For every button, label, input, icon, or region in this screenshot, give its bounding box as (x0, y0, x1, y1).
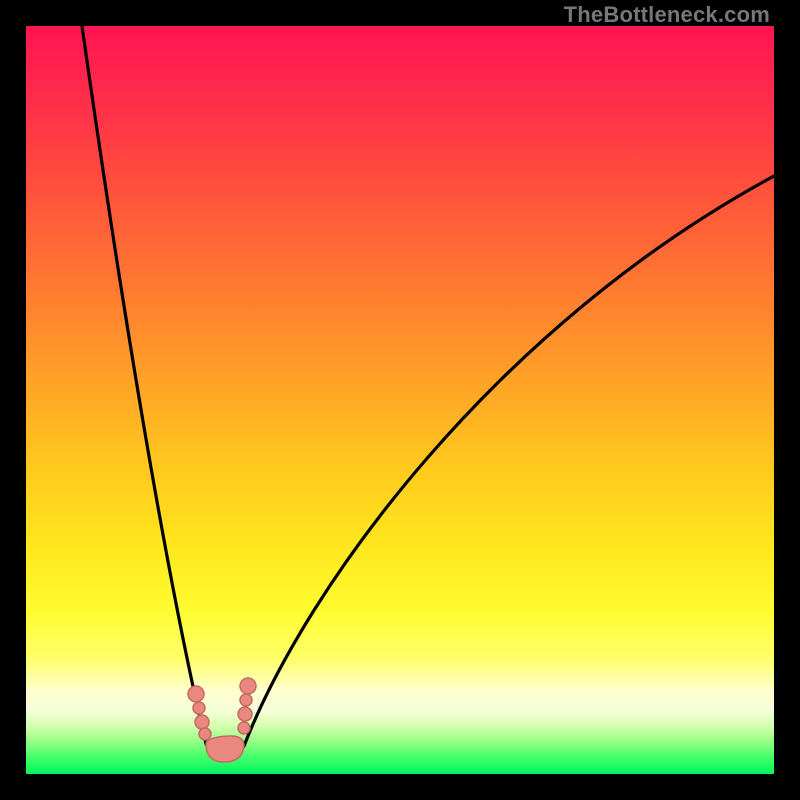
curve-marker (240, 694, 252, 706)
plot-area (26, 26, 774, 774)
curve-marker (195, 715, 209, 729)
curve-marker (240, 678, 256, 694)
curve-marker (238, 722, 250, 734)
bottleneck-curve (26, 26, 774, 774)
curve-marker (188, 686, 204, 702)
curve-marker (193, 702, 205, 714)
curve-marker (199, 728, 211, 740)
curve-marker (238, 707, 252, 721)
chart-frame: TheBottleneck.com (0, 0, 800, 800)
watermark-text: TheBottleneck.com (564, 2, 770, 28)
